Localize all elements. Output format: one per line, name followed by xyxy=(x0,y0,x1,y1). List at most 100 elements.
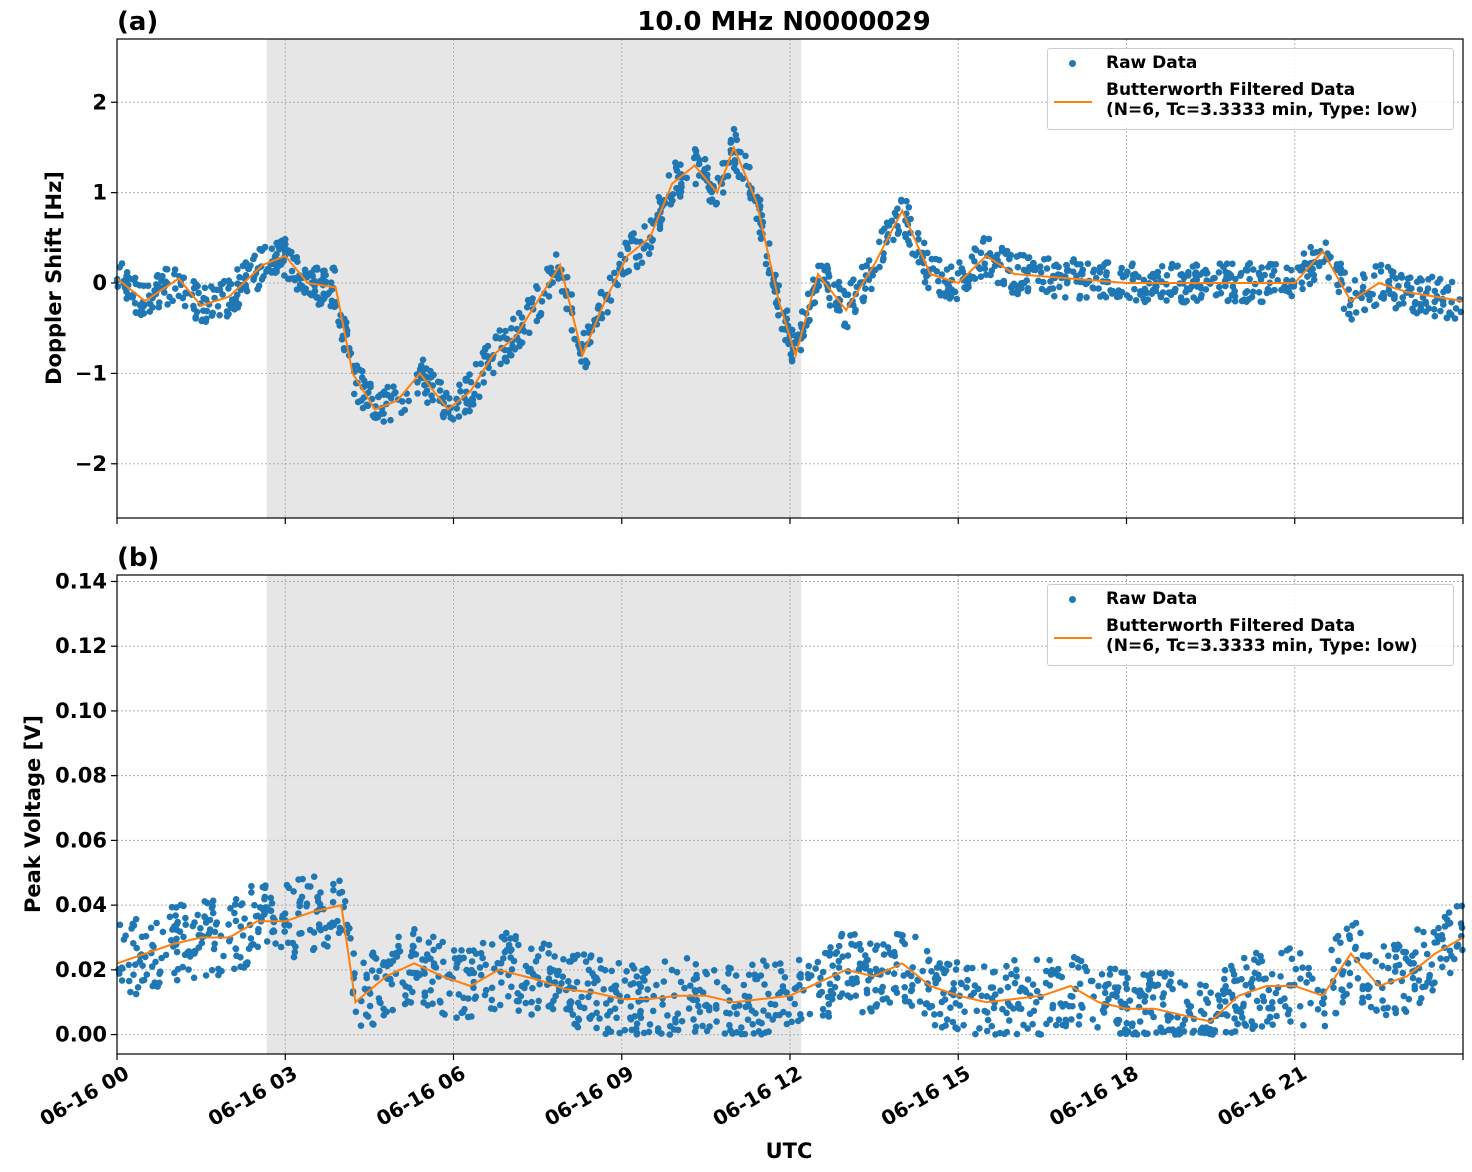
raw-data-point xyxy=(1420,928,1427,936)
raw-data-point xyxy=(1051,262,1058,270)
raw-data-point xyxy=(1035,1030,1042,1037)
raw-data-point xyxy=(1114,984,1122,991)
raw-data-point xyxy=(749,1021,756,1028)
raw-data-point xyxy=(723,1009,730,1017)
raw-data-point xyxy=(590,979,598,987)
raw-data-point xyxy=(466,970,473,977)
raw-data-point xyxy=(232,917,240,925)
raw-data-point xyxy=(1417,307,1424,314)
raw-data-point xyxy=(1352,309,1360,316)
raw-data-point xyxy=(1391,968,1399,975)
raw-data-point xyxy=(1214,992,1222,999)
raw-data-point xyxy=(1121,272,1129,280)
raw-data-point xyxy=(1269,1021,1276,1028)
raw-data-point xyxy=(1340,305,1348,313)
raw-data-point xyxy=(615,959,623,967)
raw-data-point xyxy=(793,984,800,991)
raw-data-point xyxy=(502,327,509,335)
raw-data-point xyxy=(565,978,572,985)
raw-data-point xyxy=(730,125,738,133)
raw-data-point xyxy=(312,293,320,301)
raw-data-point xyxy=(1032,266,1039,274)
shaded-span-b xyxy=(266,575,802,1054)
raw-data-point xyxy=(231,901,239,908)
raw-data-point xyxy=(494,959,502,967)
raw-data-point xyxy=(239,900,246,907)
raw-data-point xyxy=(536,980,543,988)
raw-data-point xyxy=(713,978,721,986)
raw-data-point xyxy=(1207,1026,1214,1033)
raw-data-point xyxy=(388,980,396,988)
raw-data-point xyxy=(805,974,812,982)
raw-data-point xyxy=(116,921,124,929)
raw-data-point xyxy=(1137,288,1144,295)
raw-data-point xyxy=(860,294,868,301)
raw-data-point xyxy=(1249,975,1256,983)
raw-data-point xyxy=(1288,955,1296,963)
raw-data-point xyxy=(1335,957,1342,965)
raw-data-point xyxy=(977,273,985,281)
raw-data-point xyxy=(981,265,989,272)
raw-data-point xyxy=(443,389,450,397)
raw-data-point xyxy=(1392,953,1400,961)
raw-data-point xyxy=(480,379,488,386)
raw-data-point xyxy=(148,963,156,970)
legend-filtered-marker-b xyxy=(1054,637,1092,639)
raw-data-point xyxy=(1272,989,1280,997)
raw-data-point xyxy=(138,977,146,984)
raw-data-point xyxy=(782,336,789,344)
raw-data-point xyxy=(1090,266,1098,274)
raw-data-point xyxy=(456,381,463,389)
raw-data-point xyxy=(1431,287,1439,295)
raw-data-point xyxy=(215,965,222,973)
raw-data-point xyxy=(324,934,332,941)
raw-data-point xyxy=(507,935,514,942)
raw-data-point xyxy=(732,131,740,139)
raw-data-point xyxy=(954,1025,961,1033)
raw-data-point xyxy=(1393,945,1401,953)
raw-data-point xyxy=(961,1008,968,1015)
raw-data-point xyxy=(376,967,383,975)
raw-data-point xyxy=(1297,267,1304,274)
raw-data-point xyxy=(1263,1018,1271,1025)
raw-data-point xyxy=(368,967,376,974)
raw-data-point xyxy=(1405,958,1412,965)
raw-data-point xyxy=(797,346,805,354)
raw-data-point xyxy=(1335,288,1343,296)
raw-data-point xyxy=(1117,998,1124,1005)
raw-data-point xyxy=(617,251,624,259)
raw-data-point xyxy=(1156,969,1164,977)
raw-data-point xyxy=(1121,1029,1129,1036)
raw-data-point xyxy=(1443,314,1451,322)
raw-data-point xyxy=(227,280,235,288)
raw-data-point xyxy=(261,909,269,916)
raw-data-point xyxy=(574,999,582,1007)
raw-data-point xyxy=(1377,268,1385,275)
raw-data-point xyxy=(209,902,216,910)
raw-data-point xyxy=(1357,929,1364,937)
raw-data-point xyxy=(1366,296,1373,304)
raw-data-point xyxy=(159,928,167,936)
raw-data-point xyxy=(883,995,890,1002)
raw-data-point xyxy=(237,954,244,961)
y-axis-label-a: Doppler Shift [Hz] xyxy=(42,171,66,385)
raw-data-point xyxy=(380,959,388,966)
raw-data-point xyxy=(482,986,490,994)
raw-data-point xyxy=(390,383,397,391)
raw-data-point xyxy=(1099,263,1107,271)
raw-data-point xyxy=(387,416,394,424)
raw-data-point xyxy=(692,961,700,968)
raw-data-point xyxy=(1134,988,1141,995)
y-tick-label: 0.14 xyxy=(55,569,107,593)
raw-data-point xyxy=(528,945,535,953)
raw-data-point xyxy=(863,989,871,997)
raw-data-point xyxy=(290,254,297,262)
raw-data-point xyxy=(372,411,379,418)
raw-data-point xyxy=(1392,1006,1399,1013)
raw-data-point xyxy=(827,944,834,951)
raw-data-point xyxy=(278,237,286,245)
raw-data-point xyxy=(296,930,303,937)
x-ticks-b xyxy=(116,1054,1464,1060)
raw-data-point xyxy=(1129,276,1137,284)
